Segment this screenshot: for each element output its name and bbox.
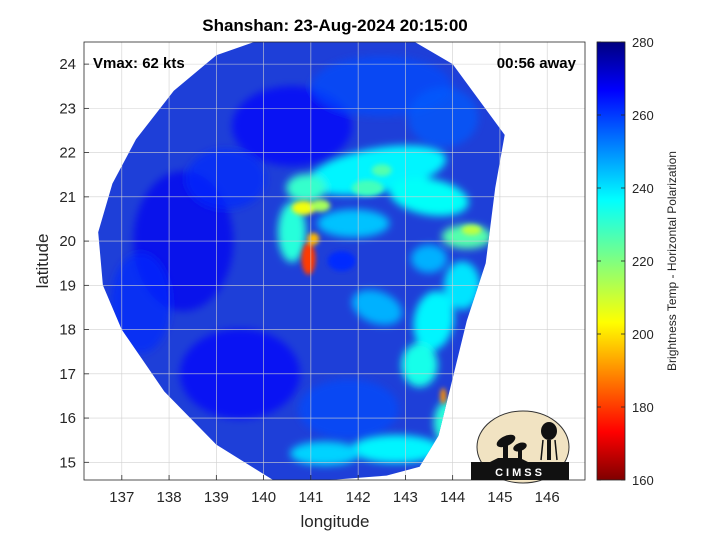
colorbar-tick-label: 260: [632, 108, 654, 123]
rain-band: [317, 209, 390, 238]
y-tick-label: 17: [59, 366, 76, 383]
storm-eye: [327, 251, 356, 271]
time-away-annotation: 00:56 away: [497, 55, 577, 72]
rain-band: [413, 290, 455, 351]
y-tick-label: 19: [59, 277, 76, 294]
rain-band: [411, 244, 448, 273]
colorbar-tick-label: 220: [632, 254, 654, 269]
y-tick-label: 20: [59, 233, 76, 250]
shading-blob: [110, 253, 171, 354]
y-axis-ticks: 15 16 17 18 19 20 21 22 23 24: [59, 56, 89, 471]
x-tick-label: 141: [298, 489, 323, 506]
colorbar-ticks: 160 180 200 220 240 260 280: [597, 35, 654, 488]
intense-cell: [291, 200, 316, 215]
rain-band: [352, 289, 403, 325]
x-tick-label: 140: [251, 489, 276, 506]
cimss-logo: CIMSS: [471, 410, 570, 484]
colorbar-tick-label: 160: [632, 473, 654, 488]
x-axis-ticks: 137 138 139 140 141 142 143 144 145 146: [109, 475, 560, 506]
x-tick-label: 137: [109, 489, 134, 506]
colorbar-tick-label: 200: [632, 327, 654, 342]
intense-cell: [307, 232, 320, 245]
rain-band: [286, 174, 327, 202]
y-axis-label: latitude: [33, 234, 52, 289]
intense-cell: [371, 164, 392, 177]
vmax-annotation: Vmax: 62 kts: [93, 55, 185, 72]
y-tick-label: 18: [59, 322, 76, 339]
x-tick-label: 142: [346, 489, 371, 506]
y-tick-label: 21: [59, 189, 76, 206]
colorbar-gradient: [596, 41, 626, 481]
y-tick-label: 22: [59, 145, 76, 162]
water-tower-icon: [540, 422, 558, 461]
shading-blob: [298, 379, 399, 440]
y-tick-label: 16: [59, 410, 76, 427]
background-shading: [110, 56, 479, 440]
x-axis-label: longitude: [300, 512, 369, 531]
shading-blob: [408, 87, 479, 148]
intense-cell: [440, 387, 447, 404]
x-tick-label: 138: [157, 489, 182, 506]
colorbar-tick-label: 280: [632, 35, 654, 50]
intense-cell: [461, 225, 482, 236]
rain-band: [350, 435, 441, 464]
intense-cells: [291, 164, 496, 404]
x-tick-label: 145: [487, 489, 512, 506]
x-tick-label: 143: [393, 489, 418, 506]
logo-text: CIMSS: [495, 467, 545, 479]
x-tick-label: 144: [440, 489, 465, 506]
intense-cell: [301, 242, 316, 275]
colorbar-label: Brightness Temp - Horizontal Polarizatio…: [665, 151, 679, 371]
rain-band: [277, 202, 306, 263]
swath-layer: [98, 42, 505, 480]
shading-blob: [231, 86, 352, 167]
colorbar: 160 180 200 220 240 260 280 Brightness Temp - …: [596, 35, 679, 488]
plot-frame: [83, 41, 586, 481]
intense-cell: [310, 199, 331, 212]
x-tick-label: 139: [204, 489, 229, 506]
intense-cell: [351, 180, 384, 196]
satellite-dish-icon: [496, 434, 527, 459]
y-tick-label: 15: [59, 454, 76, 471]
y-tick-label: 24: [59, 56, 76, 73]
swath-features: [110, 56, 496, 466]
colorbar-tick-label: 180: [632, 400, 654, 415]
shading-blob: [185, 149, 266, 210]
colorbar-tick-label: 240: [632, 181, 654, 196]
rain-band: [290, 441, 361, 466]
grid: [84, 42, 585, 480]
y-tick-label: 23: [59, 100, 76, 117]
x-tick-label: 146: [535, 489, 560, 506]
chart-title: Shanshan: 23-Aug-2024 20:15:00: [202, 16, 468, 35]
rain-band: [401, 342, 438, 387]
